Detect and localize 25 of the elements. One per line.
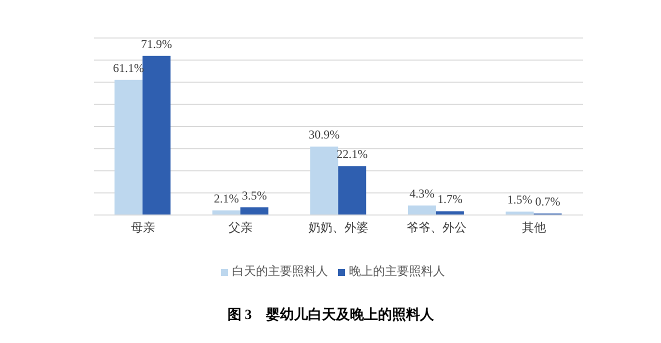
text: 图 3 婴幼儿白天及晚上的照料人 [226, 306, 435, 324]
x-tick-label: 爷爷、外公 [406, 220, 466, 235]
legend-label: 晚上的主要照料人 [349, 264, 445, 278]
x-tick-label: 父亲 [228, 220, 253, 235]
bar [436, 211, 464, 215]
bar [506, 212, 534, 215]
bar [338, 166, 366, 215]
bar [408, 205, 436, 215]
data-label: 30.9% [308, 128, 340, 142]
data-label: 0.7% [535, 194, 560, 208]
data-label: 22.1% [336, 147, 368, 162]
data-label: 2.1% [214, 191, 239, 206]
data-label: 4.3% [409, 186, 434, 200]
x-tick-label: 母亲 [130, 220, 155, 235]
data-label: 1.5% [507, 192, 532, 207]
x-tick-label: 奶奶、外婆 [308, 220, 368, 235]
data-label: 1.7% [437, 192, 462, 206]
data-label: 3.5% [242, 188, 267, 202]
bar [310, 146, 338, 215]
bar [142, 56, 171, 215]
legend-label: 白天的主要照料人 [232, 264, 328, 278]
data-label: 71.9% [141, 36, 172, 51]
bar [240, 207, 268, 215]
bar [114, 80, 143, 215]
x-tick-label: 其他 [522, 220, 546, 235]
